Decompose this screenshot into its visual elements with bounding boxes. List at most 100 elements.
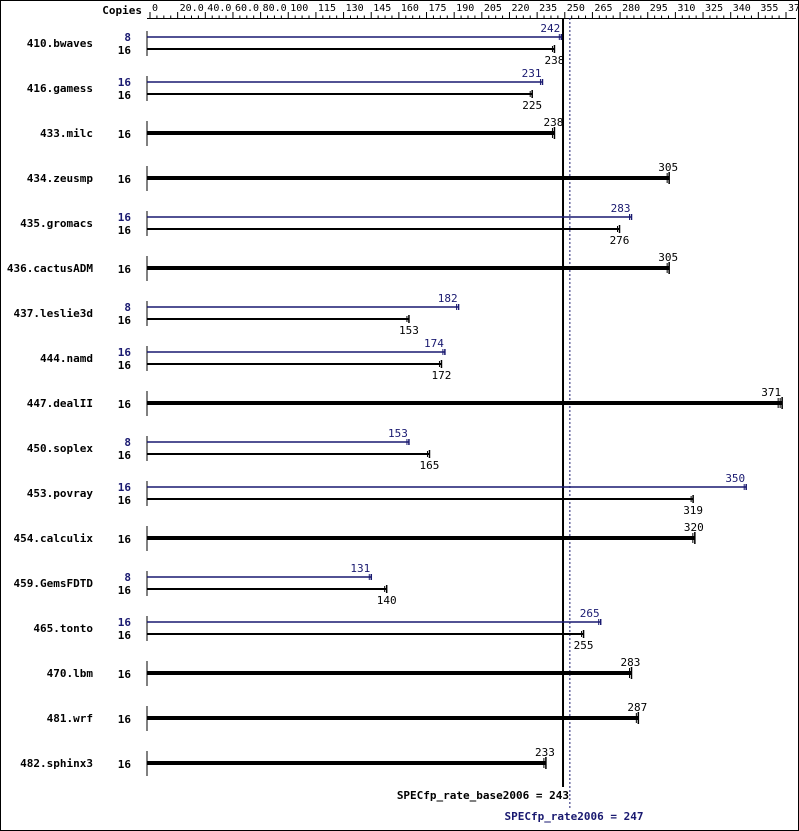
benchmark-name: 444.namd <box>40 352 93 365</box>
base-copies-label: 16 <box>118 128 132 141</box>
x-tick-label: 325 <box>705 3 723 14</box>
peak-copies-label: 8 <box>124 31 131 44</box>
x-tick-label: 250 <box>567 3 585 14</box>
peak-reference-label: SPECfp_rate2006 = 247 <box>504 810 643 823</box>
base-copies-label: 16 <box>118 263 132 276</box>
benchmark-row-459.GemsFDTD: 459.GemsFDTD 816 131 140 <box>14 562 397 607</box>
base-copies-label: 16 <box>118 449 132 462</box>
benchmark-name: 447.dealII <box>27 397 93 410</box>
benchmark-name: 454.calculix <box>14 532 94 545</box>
peak-copies-label: 16 <box>118 616 132 629</box>
x-tick-label: 160 <box>401 3 419 14</box>
benchmark-name: 410.bwaves <box>27 37 93 50</box>
benchmark-name: 465.tonto <box>33 622 93 635</box>
base-value-label: 153 <box>399 324 419 337</box>
base-copies-label: 16 <box>118 314 132 327</box>
x-tick-label: 280 <box>622 3 640 14</box>
base-copies-label: 16 <box>118 359 132 372</box>
peak-value-label: 153 <box>388 427 408 440</box>
base-value-label: 238 <box>544 116 564 129</box>
x-tick-label: 310 <box>677 3 695 14</box>
x-tick-label: 205 <box>484 3 502 14</box>
benchmark-row-433.milc: 433.milc 16 238 <box>40 116 563 146</box>
copies-axis-label: Copies <box>102 4 142 17</box>
benchmark-name: 459.GemsFDTD <box>14 577 94 590</box>
base-value-label: 238 <box>545 54 565 67</box>
benchmark-name: 481.wrf <box>47 712 93 725</box>
benchmark-name: 434.zeusmp <box>27 172 94 185</box>
x-tick-label: 80.0 <box>263 3 287 14</box>
base-reference-label: SPECfp_rate_base2006 = 243 <box>397 789 569 802</box>
benchmark-name: 450.soplex <box>27 442 94 455</box>
benchmark-name: 437.leslie3d <box>14 307 93 320</box>
peak-value-label: 265 <box>580 607 600 620</box>
base-value-label: 320 <box>684 521 704 534</box>
x-tick-label: 235 <box>539 3 557 14</box>
peak-copies-label: 8 <box>124 571 131 584</box>
peak-copies-label: 8 <box>124 301 131 314</box>
peak-value-label: 242 <box>540 22 560 35</box>
x-tick-label: 130 <box>346 3 364 14</box>
peak-copies-label: 8 <box>124 436 131 449</box>
base-copies-label: 16 <box>118 398 132 411</box>
base-value-label: 165 <box>420 459 440 472</box>
base-value-label: 319 <box>683 504 703 517</box>
benchmark-name: 433.milc <box>40 127 93 140</box>
peak-value-label: 174 <box>424 337 444 350</box>
base-copies-label: 16 <box>118 629 132 642</box>
x-tick-label: 0 <box>152 3 158 14</box>
x-tick-label: 340 <box>733 3 751 14</box>
base-copies-label: 16 <box>118 494 132 507</box>
base-copies-label: 16 <box>118 713 132 726</box>
peak-value-label: 131 <box>350 562 370 575</box>
x-tick-label: 175 <box>429 3 447 14</box>
base-copies-label: 16 <box>118 173 132 186</box>
peak-copies-label: 16 <box>118 76 132 89</box>
benchmark-row-437.leslie3d: 437.leslie3d 816 182 153 <box>14 292 460 337</box>
base-value-label: 287 <box>627 701 647 714</box>
peak-copies-label: 16 <box>118 211 132 224</box>
benchmark-row-436.cactusADM: 436.cactusADM 16 305 <box>7 251 678 281</box>
x-tick-label: 100 <box>290 3 308 14</box>
base-value-label: 283 <box>621 656 641 669</box>
base-copies-label: 16 <box>118 533 132 546</box>
base-copies-label: 16 <box>118 89 132 102</box>
x-tick-label: 265 <box>594 3 612 14</box>
x-tick-label: 375 <box>788 3 799 14</box>
x-tick-label: 190 <box>456 3 474 14</box>
benchmark-name: 453.povray <box>27 487 94 500</box>
base-value-label: 371 <box>761 386 781 399</box>
benchmark-name: 470.lbm <box>47 667 94 680</box>
benchmark-name: 435.gromacs <box>20 217 93 230</box>
x-axis: 0 20.0 40.0 60.0 80.0 100 115 130 145 160 175 190 20… <box>147 3 799 19</box>
x-tick-label: 145 <box>373 3 391 14</box>
benchmark-row-481.wrf: 481.wrf 16 287 <box>47 701 647 731</box>
peak-value-label: 283 <box>611 202 631 215</box>
benchmark-row-482.sphinx3: 482.sphinx3 16 233 <box>20 746 555 776</box>
base-value-label: 255 <box>574 639 594 652</box>
benchmark-name: 416.gamess <box>27 82 93 95</box>
base-copies-label: 16 <box>118 584 132 597</box>
peak-value-label: 182 <box>438 292 458 305</box>
benchmark-row-434.zeusmp: 434.zeusmp 16 305 <box>27 161 678 191</box>
base-value-label: 305 <box>658 161 678 174</box>
benchmark-name: 436.cactusADM <box>7 262 93 275</box>
base-copies-label: 16 <box>118 224 132 237</box>
base-value-label: 305 <box>658 251 678 264</box>
base-value-label: 225 <box>522 99 542 112</box>
base-copies-label: 16 <box>118 44 132 57</box>
x-tick-label: 115 <box>318 3 336 14</box>
peak-copies-label: 16 <box>118 346 132 359</box>
peak-value-label: 350 <box>725 472 745 485</box>
x-tick-label: 295 <box>650 3 668 14</box>
x-tick-label: 355 <box>760 3 778 14</box>
peak-value-label: 231 <box>522 67 542 80</box>
